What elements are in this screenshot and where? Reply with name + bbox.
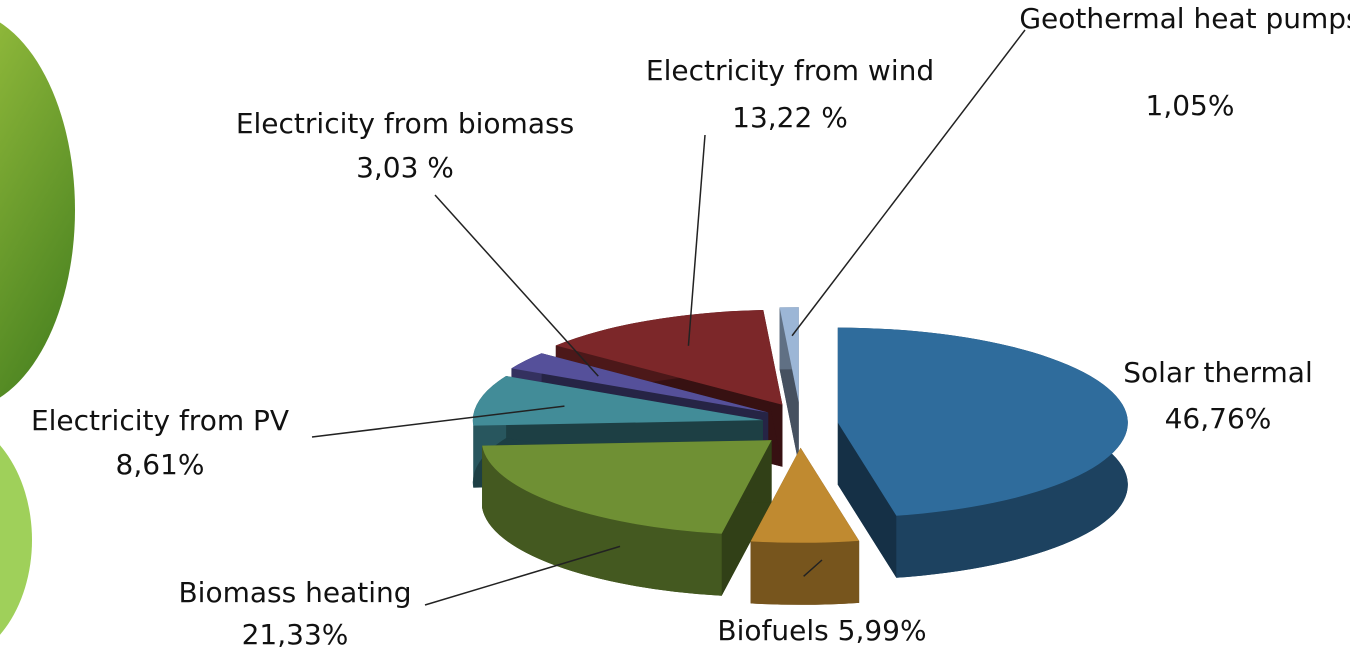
circle-decoration	[0, 445, 32, 635]
category-label: Biomass heating	[178, 576, 411, 609]
pie	[472, 307, 1128, 605]
slice	[779, 307, 799, 403]
category-label: Geothermal heat pumps	[1019, 2, 1350, 35]
leader-line	[803, 559, 823, 577]
slice-edge	[837, 422, 897, 578]
leader-line	[791, 29, 1026, 337]
slice	[472, 375, 763, 426]
leader-line	[687, 134, 706, 346]
value-label: 13,22 %	[732, 101, 848, 134]
value-label: 8,61%	[116, 448, 205, 481]
slice	[750, 447, 860, 543]
category-label: Electricity from biomass	[236, 107, 574, 140]
leaf-decoration	[0, 22, 75, 398]
data-label: Biofuels 5,99%	[717, 614, 926, 647]
labels: Solar thermal 46,76% Biofuels 5,99% Biomass…	[31, 2, 1350, 651]
leader-line	[424, 545, 621, 606]
slice	[555, 309, 783, 405]
value-label: 1,05%	[1146, 89, 1235, 122]
category-label: Biofuels	[717, 614, 828, 647]
value-label: 21,33%	[242, 618, 349, 651]
category-label: Electricity from PV	[31, 404, 289, 437]
leader-line	[311, 405, 565, 438]
slice-side	[750, 540, 860, 605]
slice	[511, 353, 769, 413]
value-label: 3,03 %	[356, 151, 454, 184]
slice	[837, 327, 1128, 516]
slice	[482, 440, 772, 534]
value-label: 5,99%	[838, 614, 927, 647]
value-label: 46,76%	[1165, 402, 1272, 435]
leader-line	[434, 194, 599, 377]
category-label: Electricity from wind	[646, 54, 934, 87]
slice-side	[482, 445, 722, 596]
category-label: Solar thermal	[1123, 356, 1312, 389]
